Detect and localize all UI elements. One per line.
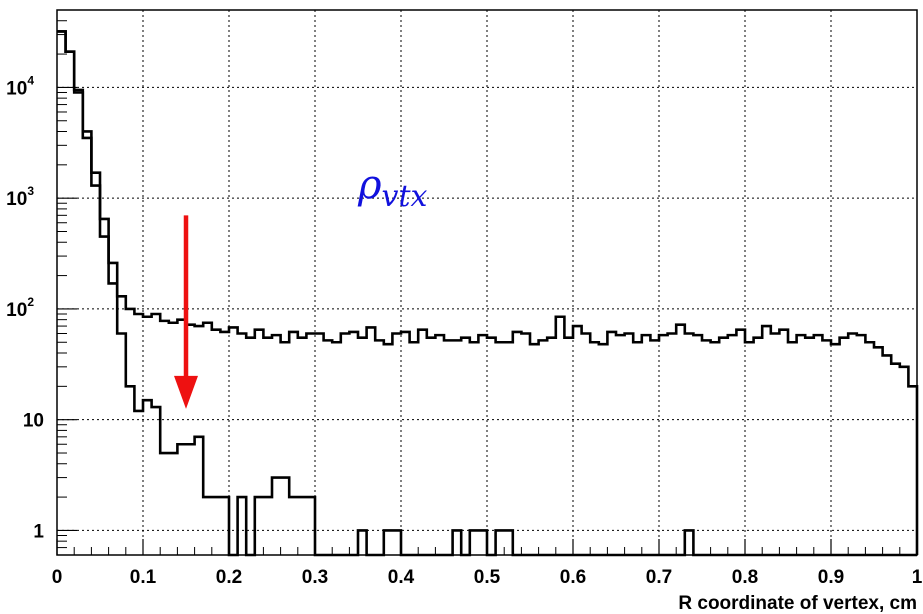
x-tick-label: 0.8 (732, 567, 758, 588)
y-tick-label: 104 (6, 73, 34, 99)
annotations: ρvtx (174, 162, 428, 409)
x-tick-labels: 0 0.1 0.2 0.3 0.4 0.5 0.6 0.7 0.8 0.9 1 (52, 567, 923, 588)
y-tick-label: 102 (6, 295, 34, 321)
x-tick-label: 0.9 (818, 567, 844, 588)
x-tick-label: 0.4 (388, 567, 415, 588)
x-tick-label: 0.2 (216, 567, 242, 588)
histogram-line (57, 30, 919, 555)
y-tick-label: 103 (6, 184, 34, 210)
x-tick-label: 1 (912, 567, 923, 588)
x-tick-label: 0.1 (130, 567, 157, 588)
x-axis-title: R coordinate of vertex, cm (678, 593, 917, 614)
x-tick-label: 0.6 (560, 567, 586, 588)
x-tick-label: 0.3 (302, 567, 328, 588)
y-tick-labels: 1 10 102 103 104 (6, 73, 44, 542)
x-tick-label: 0 (52, 567, 63, 588)
arrow-head-icon (174, 375, 198, 409)
y-tick-label: 1 (33, 521, 44, 542)
plot-frame (56, 9, 918, 556)
rho-vtx-label: ρvtx (357, 162, 428, 214)
x-tick-label: 0.5 (474, 567, 501, 588)
x-tick-label: 0.7 (646, 567, 672, 588)
y-tick-label: 10 (23, 411, 44, 432)
